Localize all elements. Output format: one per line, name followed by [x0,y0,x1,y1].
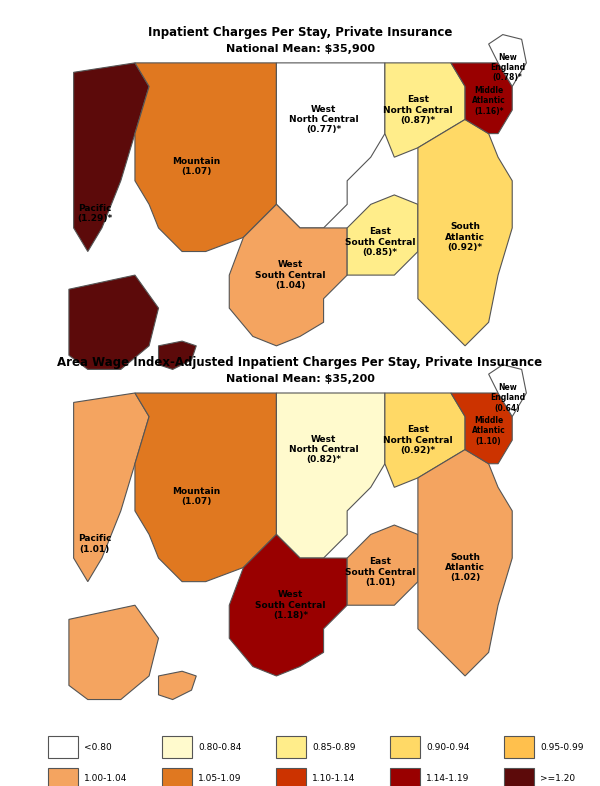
Polygon shape [385,63,465,157]
Text: Middle
Atlantic
(1.10): Middle Atlantic (1.10) [472,416,506,446]
Text: >=1.20: >=1.20 [540,774,575,784]
FancyBboxPatch shape [162,769,192,786]
Polygon shape [347,195,418,275]
Text: South
Atlantic
(1.02): South Atlantic (1.02) [445,553,485,582]
Text: East
North Central
(0.92)*: East North Central (0.92)* [383,425,453,455]
Text: 1.05-1.09: 1.05-1.09 [198,774,241,784]
Polygon shape [229,534,347,676]
Text: West
South Central
(1.18)*: West South Central (1.18)* [256,590,326,620]
Text: 0.95-0.99: 0.95-0.99 [540,743,583,751]
Text: West
South Central
(1.04): West South Central (1.04) [256,260,326,290]
Polygon shape [277,63,385,228]
FancyBboxPatch shape [162,736,192,758]
Text: Area Wage Index-Adjusted Inpatient Charges Per Stay, Private Insurance: Area Wage Index-Adjusted Inpatient Charg… [58,356,542,369]
Text: Pacific
(1.29)*: Pacific (1.29)* [77,204,112,223]
Polygon shape [277,393,385,558]
Text: Mountain
(1.07): Mountain (1.07) [172,487,220,506]
Text: 1.00-1.04: 1.00-1.04 [84,774,127,784]
Text: Mountain
(1.07): Mountain (1.07) [172,157,220,176]
Polygon shape [451,63,512,134]
FancyBboxPatch shape [390,769,420,786]
Polygon shape [69,605,158,700]
Text: 0.85-0.89: 0.85-0.89 [312,743,355,751]
Polygon shape [451,393,512,464]
Polygon shape [229,204,347,346]
Text: 0.90-0.94: 0.90-0.94 [426,743,469,751]
Text: South
Atlantic
(0.92)*: South Atlantic (0.92)* [445,222,485,252]
Polygon shape [488,35,526,86]
Text: East
North Central
(0.87)*: East North Central (0.87)* [383,95,453,125]
Text: Inpatient Charges Per Stay, Private Insurance: Inpatient Charges Per Stay, Private Insu… [148,26,452,39]
Polygon shape [158,671,196,700]
Text: 0.80-0.84: 0.80-0.84 [198,743,241,751]
Text: National Mean: $35,200: National Mean: $35,200 [226,374,374,384]
Text: West
North Central
(0.77)*: West North Central (0.77)* [289,105,358,134]
FancyBboxPatch shape [390,736,420,758]
Text: West
North Central
(0.82)*: West North Central (0.82)* [289,435,358,465]
FancyBboxPatch shape [276,769,306,786]
Text: Pacific
(1.01): Pacific (1.01) [78,534,112,553]
Text: New
England
(0.78)*: New England (0.78)* [490,53,525,83]
Text: <0.80: <0.80 [84,743,112,751]
Polygon shape [418,119,512,346]
Polygon shape [158,341,196,369]
Polygon shape [135,63,277,252]
Polygon shape [74,393,149,582]
Polygon shape [69,275,158,369]
Text: Middle
Atlantic
(1.16)*: Middle Atlantic (1.16)* [472,86,506,116]
Polygon shape [74,63,149,252]
FancyBboxPatch shape [48,769,78,786]
FancyBboxPatch shape [48,736,78,758]
Text: East
South Central
(0.85)*: East South Central (0.85)* [345,227,415,257]
Text: New
England
(0.64): New England (0.64) [490,383,525,413]
Polygon shape [385,393,465,487]
Text: 1.14-1.19: 1.14-1.19 [426,774,469,784]
Text: National Mean: $35,900: National Mean: $35,900 [226,44,374,53]
Text: East
South Central
(1.01): East South Central (1.01) [345,557,415,587]
Polygon shape [347,525,418,605]
Text: 1.10-1.14: 1.10-1.14 [312,774,355,784]
FancyBboxPatch shape [276,736,306,758]
Polygon shape [488,365,526,417]
FancyBboxPatch shape [504,769,534,786]
Polygon shape [418,450,512,676]
Polygon shape [135,393,277,582]
FancyBboxPatch shape [504,736,534,758]
